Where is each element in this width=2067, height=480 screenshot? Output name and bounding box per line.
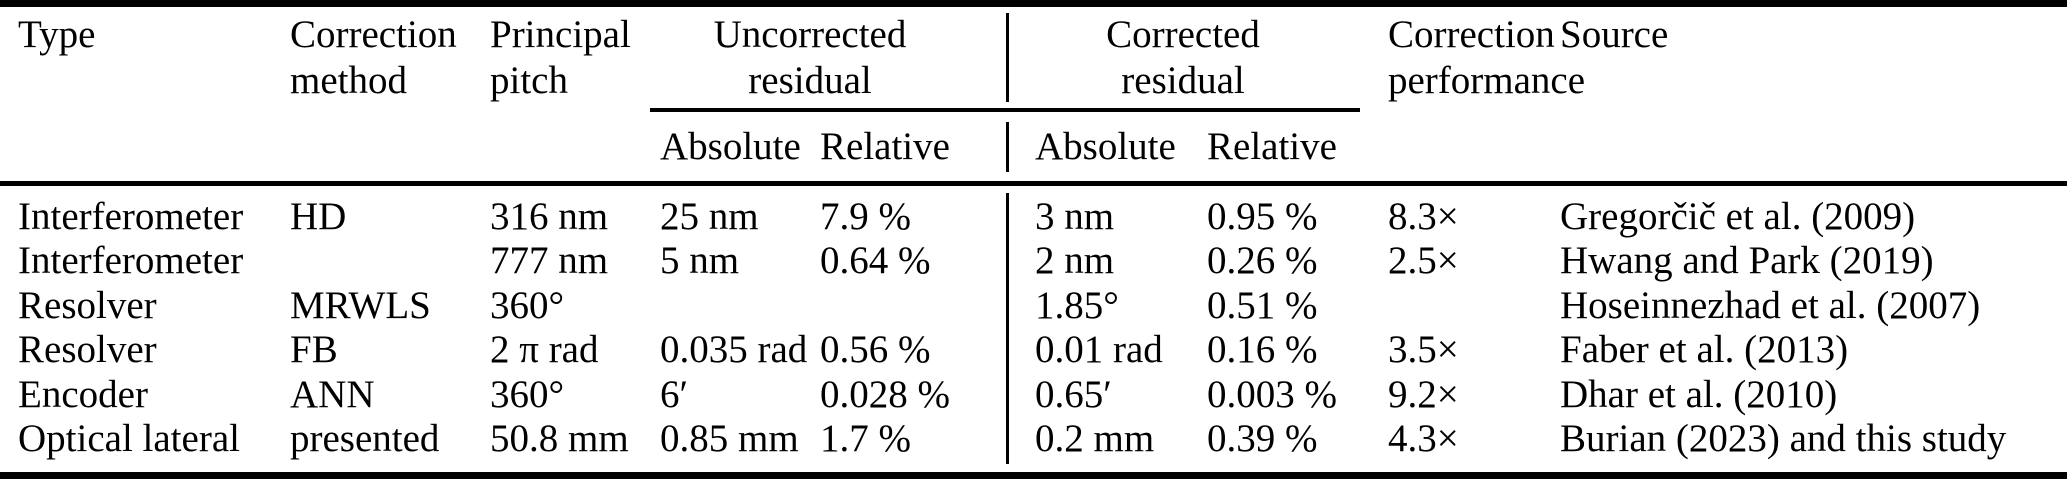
cell-correction-performance: 9.2× — [1388, 373, 1459, 416]
cell-corrected-relative: 0.39 % — [1207, 417, 1318, 460]
cell-principal-pitch: 777 nm — [490, 239, 609, 282]
table-row: Interferometer HD 316 nm 25 nm 7.9 % 3 n… — [0, 194, 2067, 239]
cell-source: Gregorčič et al. (2009) — [1560, 195, 1916, 238]
table-row: Optical lateral presented 50.8 mm 0.85 m… — [0, 416, 2067, 461]
cell-principal-pitch: 360° — [490, 373, 565, 416]
header-corrected-residual: Corrected residual — [1106, 13, 1260, 102]
subheader-corrected-relative: Relative — [1207, 125, 1337, 168]
subheader-uncorrected-relative: Relative — [820, 125, 950, 168]
cell-corrected-absolute: 3 nm — [1035, 195, 1115, 238]
cell-uncorrected-absolute: 5 nm — [660, 239, 740, 282]
cell-corrected-absolute: 0.2 mm — [1035, 417, 1155, 460]
cell-correction-method: ANN — [290, 373, 375, 416]
table-row: Resolver MRWLS 360° 1.85° 0.51 % Hoseinn… — [0, 283, 2067, 328]
cell-source: Dhar et al. (2010) — [1560, 373, 1838, 416]
cell-correction-method: presented — [290, 417, 440, 460]
cell-source: Hoseinnezhad et al. (2007) — [1560, 284, 1981, 327]
cell-principal-pitch: 360° — [490, 284, 565, 327]
subheader-corrected-absolute: Absolute — [1035, 125, 1176, 168]
cell-type: Interferometer — [18, 195, 244, 238]
cell-correction-performance: 2.5× — [1388, 239, 1459, 282]
residual-group-rule — [650, 108, 1360, 112]
cell-type: Interferometer — [18, 239, 244, 282]
cell-correction-performance: 8.3× — [1388, 195, 1459, 238]
cell-correction-performance: 4.3× — [1388, 417, 1459, 460]
cell-principal-pitch: 50.8 mm — [490, 417, 629, 460]
cell-corrected-relative: 0.95 % — [1207, 195, 1318, 238]
cell-corrected-absolute: 1.85° — [1035, 284, 1119, 327]
cell-uncorrected-relative: 0.56 % — [820, 328, 931, 371]
cell-source: Burian (2023) and this study — [1560, 417, 2007, 460]
header-rule — [0, 181, 2067, 186]
header-source: Source — [1560, 13, 1669, 56]
subheader-uncorrected-absolute: Absolute — [660, 125, 801, 168]
cell-uncorrected-relative: 7.9 % — [820, 195, 911, 238]
cell-uncorrected-relative: 0.64 % — [820, 239, 931, 282]
header-uncorrected-residual: Uncorrected residual — [713, 13, 907, 102]
table-row: Encoder ANN 360° 6′ 0.028 % 0.65′ 0.003 … — [0, 372, 2067, 417]
cell-corrected-relative: 0.003 % — [1207, 373, 1337, 416]
column-divider-body — [1006, 193, 1009, 464]
header-correction-performance: Correction performance — [1388, 13, 1586, 102]
cell-correction-method: MRWLS — [290, 284, 431, 327]
cell-type: Encoder — [18, 373, 148, 416]
cell-corrected-relative: 0.26 % — [1207, 239, 1318, 282]
header-principal-pitch: Principal pitch — [490, 13, 631, 102]
cell-source: Hwang and Park (2019) — [1560, 239, 1934, 282]
cell-uncorrected-relative: 0.028 % — [820, 373, 950, 416]
cell-source: Faber et al. (2013) — [1560, 328, 1849, 371]
cell-correction-method: FB — [290, 328, 338, 371]
top-rule — [0, 0, 2067, 7]
header-correction-method: Correction method — [290, 13, 457, 102]
cell-uncorrected-absolute: 6′ — [660, 373, 689, 416]
cell-principal-pitch: 2 π rad — [490, 328, 599, 371]
cell-uncorrected-absolute: 0.035 rad — [660, 328, 808, 371]
cell-uncorrected-absolute: 25 nm — [660, 195, 759, 238]
column-divider-header — [1006, 13, 1009, 102]
cell-corrected-absolute: 0.65′ — [1035, 373, 1112, 416]
cell-corrected-absolute: 0.01 rad — [1035, 328, 1163, 371]
header-type: Type — [18, 13, 96, 56]
cell-type: Resolver — [18, 328, 157, 371]
table-row: Interferometer 777 nm 5 nm 0.64 % 2 nm 0… — [0, 238, 2067, 283]
column-divider-subheader — [1006, 122, 1009, 172]
cell-corrected-absolute: 2 nm — [1035, 239, 1115, 282]
cell-correction-performance: 3.5× — [1388, 328, 1459, 371]
cell-principal-pitch: 316 nm — [490, 195, 609, 238]
cell-uncorrected-relative: 1.7 % — [820, 417, 911, 460]
cell-type: Optical lateral — [18, 417, 240, 460]
bottom-rule — [0, 472, 2067, 479]
cell-type: Resolver — [18, 284, 157, 327]
cell-uncorrected-absolute: 0.85 mm — [660, 417, 799, 460]
cell-corrected-relative: 0.51 % — [1207, 284, 1318, 327]
cell-corrected-relative: 0.16 % — [1207, 328, 1318, 371]
table-row: Resolver FB 2 π rad 0.035 rad 0.56 % 0.0… — [0, 327, 2067, 372]
cell-correction-method: HD — [290, 195, 347, 238]
